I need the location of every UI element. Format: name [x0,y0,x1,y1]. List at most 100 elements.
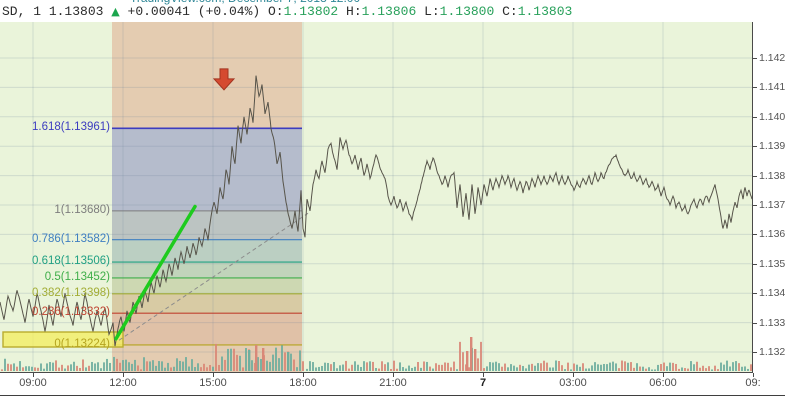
volume-bar [125,359,127,371]
volume-bar [188,366,190,371]
volume-bar [257,357,259,371]
time-axis-label: 09:00 [19,377,47,389]
volume-bar [519,364,521,371]
volume-bar [49,362,51,371]
volume-bar [260,358,262,371]
volume-bar [393,360,395,371]
volume-bar [103,362,105,371]
volume-bar [239,355,241,371]
volume-bar [477,358,479,371]
volume-bar [137,365,139,371]
volume-bar [302,361,304,371]
volume-spike-bar [262,348,265,371]
volume-bar [459,341,461,371]
volume-bar [549,367,551,371]
volume-bar [726,360,728,371]
volume-bar [106,358,108,371]
volume-bar [450,367,452,371]
volume-bar [663,362,665,371]
volume-bar [594,362,596,371]
volume-bar [537,363,539,371]
volume-bar [296,367,298,371]
volume-bar [272,354,274,371]
volume-bar [486,366,488,371]
price-tick [753,205,757,206]
close-label: C: [502,4,518,19]
volume-bar [591,365,593,371]
price-tick [753,352,757,353]
volume-bar [100,368,102,371]
volume-bar [342,364,344,371]
volume-bar [435,363,437,371]
volume-bar [4,358,6,371]
price-axis[interactable]: 1.142 1.141 1.140 1.139 1.138 1.137 1.136 1.135… [753,22,785,372]
volume-bar [621,360,623,371]
volume-bar [699,367,701,371]
volume-bar [630,362,632,371]
volume-bar [206,367,208,371]
price-tick [753,58,757,59]
volume-bar [13,363,15,371]
volume-bar [528,364,530,371]
time-axis-label: 18:00 [289,377,317,389]
volume-bar [504,363,506,371]
volume-bar [582,363,584,371]
volume-bar [732,362,734,371]
price-axis-label: 1.141 [759,81,785,94]
open-value: 1.13802 [283,4,339,19]
volume-bar [624,361,626,371]
volume-bar [79,367,81,371]
volume-bar [113,356,115,371]
volume-bar [468,367,470,371]
volume-bar [516,367,518,371]
volume-bar [633,367,635,371]
volume-bar [615,363,617,371]
volume-bar [738,363,740,371]
volume-bar [564,369,566,371]
price-change-pct: (+0.04%) [197,4,261,19]
volume-bar [31,366,33,371]
time-tick [303,373,304,377]
volume-bar [669,362,671,371]
volume-bar [161,361,163,371]
volume-bar [714,365,716,371]
chart-header: TradingView.com, December 7, 2018 12:00 … [0,0,785,22]
ohlc-legend[interactable]: SD, 1 1.13803 ▲ +0.00041 (+0.04%) O:1.13… [2,4,572,19]
volume-bar [88,365,90,371]
volume-bar [194,367,196,371]
time-axis-label: 12:00 [109,377,137,389]
price-tick [753,146,757,148]
price-axis-label: 1.140 [759,110,785,123]
volume-bar [312,362,314,371]
volume-bar [729,366,731,371]
volume-bar [684,368,686,371]
price-tick [753,322,757,324]
volume-bar [612,361,614,371]
volume-bar [360,366,362,371]
volume-bar [164,367,166,371]
volume-bar [498,363,500,371]
price-chart-plot[interactable]: 1.618(1.13961) 1(1.13680) 0.786(1.13582) 0.… [0,22,753,373]
volume-bar [540,363,542,371]
volume-bar [52,362,54,371]
volume-bar [119,362,121,371]
volume-bar [609,362,611,371]
volume-bar [25,366,27,371]
time-axis[interactable]: 09:00 12:00 15:00 18:00 21:00 7 03:00 06:00 09: [0,373,785,396]
volume-bar [58,367,60,371]
volume-bar [648,367,650,371]
volume-bar [306,368,308,371]
volume-bar [678,368,680,371]
volume-bar [348,368,350,371]
volume-bar [40,363,42,371]
volume-bar [747,368,749,371]
volume-bar [693,364,695,371]
volume-bar [378,368,380,371]
chart-canvas [0,22,752,372]
time-tick [123,373,124,377]
volume-bar [315,367,317,371]
volume-bar [423,361,425,371]
volume-bar [200,367,202,371]
high-label: H: [346,4,362,19]
